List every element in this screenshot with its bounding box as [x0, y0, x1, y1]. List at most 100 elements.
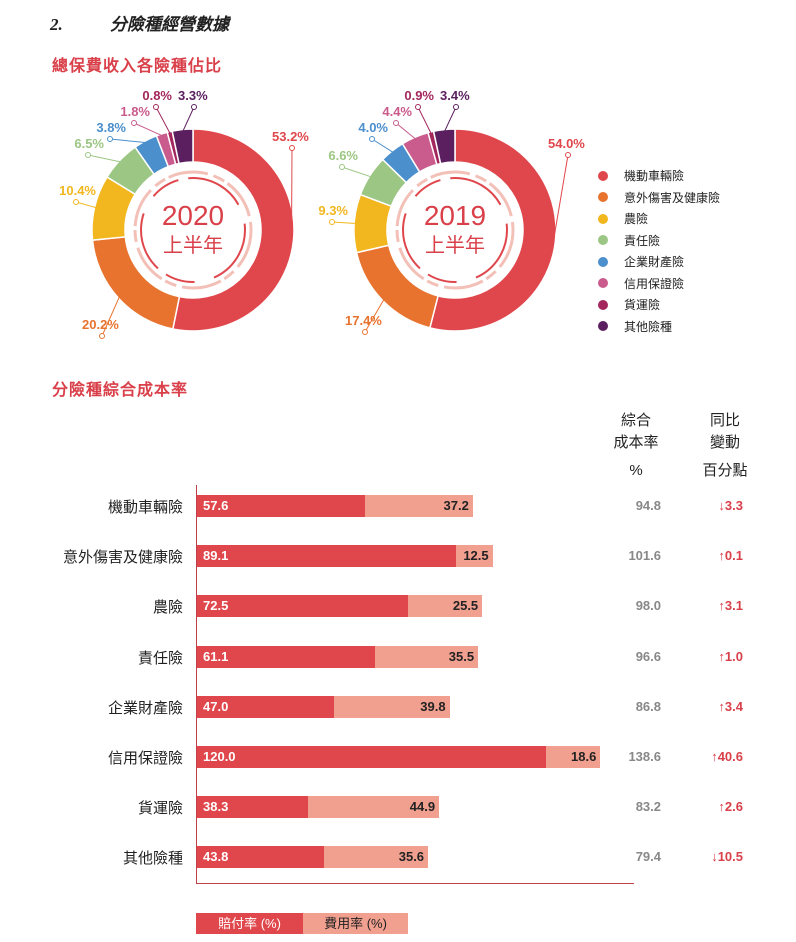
leader-dot: [289, 145, 295, 151]
slice-label: 20.2%: [82, 317, 119, 332]
claims-ratio-value: 61.1: [203, 648, 229, 664]
combined-ratio-value: 98.0: [635, 598, 661, 614]
decorative-ring: [402, 177, 508, 283]
leader-line: [155, 106, 171, 134]
leader-dot: [329, 219, 335, 225]
combined-ratio-value: 79.4: [635, 849, 661, 865]
combined-ratio-value: 86.8: [635, 698, 661, 714]
section-heading: 2. 分險種經營數據: [50, 15, 229, 34]
slice-label: 53.2%: [272, 129, 309, 144]
leader-dot: [85, 152, 91, 158]
slice-label: 1.8%: [120, 104, 150, 119]
slice-label: 4.0%: [358, 120, 388, 135]
legend-item: 其他險種: [598, 318, 672, 335]
category-label: 貨運險: [137, 800, 183, 818]
expense-ratio-value: 37.2: [443, 498, 469, 513]
leader-dot: [453, 104, 459, 110]
legend-label: 責任險: [624, 233, 661, 248]
category-label: 農險: [152, 599, 183, 617]
donut-slice: [171, 128, 194, 165]
donut-slice: [428, 128, 557, 332]
slice-label: 6.5%: [74, 136, 104, 151]
legend-dot-icon: [598, 235, 608, 245]
expense-ratio-value: 44.9: [409, 799, 436, 815]
leader-dot: [99, 333, 105, 339]
expense-ratio-bar: 39.8: [333, 695, 450, 718]
legend-label: 信用保證險: [624, 276, 685, 291]
legend-item: 企業財產險: [598, 253, 684, 270]
leader-dot: [191, 104, 197, 110]
claims-ratio-bar: 57.6: [197, 495, 365, 517]
legend-item: 農險: [598, 210, 648, 227]
legend-item: 責任險: [598, 232, 660, 249]
yoy-change-value: ↓10.5: [711, 849, 743, 865]
leader-line: [101, 296, 121, 337]
decorative-ring: [395, 170, 515, 290]
leader-line: [75, 201, 97, 209]
leader-line: [109, 138, 147, 144]
leader-dot: [362, 329, 368, 335]
legend-dot-icon: [598, 192, 608, 202]
legend-label: 貨運險: [624, 298, 661, 312]
leader-line: [417, 106, 432, 135]
slice-label: 6.6%: [328, 148, 358, 163]
decorative-ring: [133, 170, 253, 290]
expense-ratio-bar: 35.5: [374, 645, 479, 668]
leader-line: [341, 166, 372, 178]
slice-label: 54.0%: [548, 136, 585, 151]
yoy-change-value: ↓3.3: [718, 498, 743, 513]
claims-ratio-bar: 43.8: [197, 846, 325, 869]
expense-ratio-bar: 12.5: [456, 545, 493, 568]
yoy-change-value: ↑40.6: [711, 749, 743, 764]
category-label: 企業財產險: [107, 699, 183, 717]
donut-slice: [171, 128, 295, 332]
claims-ratio-bar: 89.1: [197, 545, 457, 568]
expense-ratio-value: 25.5: [452, 598, 479, 614]
donut-charts: 53.2% 20.2% 10.4% 6.5%3.8%1.8%0.8% 3.3% 2020 上…: [59, 88, 585, 339]
legend-dot-icon: [598, 321, 608, 331]
leader-dot: [131, 120, 137, 126]
decorative-ring: [140, 177, 246, 283]
claims-ratio-value: 43.8: [203, 849, 229, 865]
yoy-change-value: ↑0.1: [718, 548, 743, 564]
claims-ratio-value: 120.0: [203, 749, 236, 764]
claims-ratio-bar: 120.0: [197, 746, 547, 768]
leader-dot: [369, 136, 375, 142]
claims-ratio-bar: 38.3: [197, 796, 309, 819]
x-axis: [196, 883, 634, 884]
leader-line: [364, 298, 385, 333]
claims-ratio-bar: 61.1: [197, 645, 375, 668]
legend-item: 意外傷害及健康險: [598, 189, 720, 206]
legend-label: 意外傷害及健康險: [624, 190, 721, 205]
change-header: 同比 變動 百分點: [702, 412, 748, 479]
legend-item: 機動車輛險: [598, 167, 684, 184]
leader-dot: [73, 199, 79, 205]
category-label: 意外傷害及健康險: [62, 549, 183, 567]
combined-ratio-value: 101.6: [628, 548, 661, 564]
slice-label: 3.8%: [96, 120, 126, 135]
leader-line: [182, 106, 195, 132]
leader-line: [371, 138, 394, 153]
yoy-change-value: ↑2.6: [718, 799, 743, 815]
leader-line: [133, 122, 163, 137]
expense-ratio-value: 12.5: [463, 548, 489, 564]
legend-item: 信用保證險: [598, 275, 684, 292]
claims-ratio-value: 72.5: [203, 598, 229, 614]
leader-line: [331, 221, 357, 224]
legend-dot-icon: [598, 299, 608, 310]
legend-dot-icon: [598, 170, 608, 181]
yoy-change-value: ↑3.4: [718, 698, 743, 714]
leader-dot: [393, 120, 399, 126]
legend-claims-ratio: 賠付率 (%): [196, 913, 303, 934]
donut-year: 2020: [162, 200, 224, 231]
expense-ratio-value: 39.8: [420, 698, 446, 714]
legend-label: 機動車輛險: [624, 169, 685, 183]
legend-label: 農險: [624, 212, 649, 226]
leader-dot: [415, 104, 421, 110]
expense-ratio-value: 35.5: [448, 648, 475, 664]
leader-line: [443, 106, 457, 132]
combined-ratio-value: 94.8: [635, 498, 661, 513]
combined-ratio-title: 分險種綜合成本率: [52, 382, 189, 399]
slice-label: 3.3%: [178, 88, 208, 103]
expense-ratio-bar: 18.6: [546, 746, 601, 768]
